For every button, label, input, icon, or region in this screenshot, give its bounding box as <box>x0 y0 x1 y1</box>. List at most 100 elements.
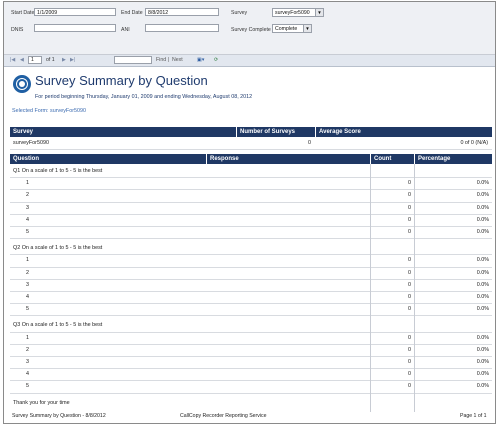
percentage-cell: 0.0% <box>476 346 489 353</box>
first-page-icon[interactable]: |◀ <box>10 57 16 63</box>
report-period: For period beginning Thursday, January 0… <box>35 94 253 100</box>
find-input[interactable] <box>114 56 152 64</box>
page-number-input[interactable]: 1 <box>28 56 42 64</box>
percentage-cell: 0.0% <box>476 281 489 288</box>
survey-complete-value: Complete <box>275 26 298 32</box>
divider <box>10 189 492 191</box>
divider <box>10 266 492 268</box>
survey-complete-select[interactable]: Complete ▼ <box>272 24 312 33</box>
divider <box>10 291 492 292</box>
summary-survey-cell: surveyFor5090 <box>13 140 49 146</box>
survey-label: Survey <box>231 10 248 16</box>
end-date-input[interactable]: 8/8/2012 <box>145 8 219 16</box>
response-cell: 3 <box>26 281 29 288</box>
survey-select[interactable]: surveyFor5090 ▼ <box>272 8 324 17</box>
start-date-label: Start Date <box>11 10 35 16</box>
count-cell: 0 <box>408 257 411 264</box>
percentage-cell: 0.0% <box>476 216 489 223</box>
question-header-question: Question <box>10 154 206 164</box>
start-date-input[interactable]: 1/1/2009 <box>34 8 116 16</box>
response-cell: 4 <box>26 216 29 223</box>
summary-header-avg: Average Score <box>316 127 492 137</box>
response-cell: 3 <box>26 204 29 211</box>
survey-select-value: surveyFor5090 <box>275 10 310 16</box>
selected-form: Selected Form: surveyFor5090 <box>12 108 87 114</box>
chevron-down-icon[interactable]: ▼ <box>315 9 323 16</box>
count-cell: 0 <box>408 334 411 341</box>
divider <box>10 213 492 215</box>
report-title: Survey Summary by Question <box>35 73 208 88</box>
column-divider <box>414 164 415 412</box>
parameter-panel: Start Date 1/1/2009 End Date 8/8/2012 Su… <box>4 2 495 55</box>
export-icon[interactable]: ▣▾ <box>197 57 205 63</box>
divider <box>10 303 492 305</box>
percentage-cell: 0.0% <box>476 192 489 199</box>
footer-left: Survey Summary by Question - 8/8/2012 <box>12 413 106 419</box>
dnis-label: DNIS <box>11 27 24 33</box>
percentage-cell: 0.0% <box>476 269 489 276</box>
find-link[interactable]: Find <box>156 57 167 63</box>
count-cell: 0 <box>408 346 411 353</box>
count-cell: 0 <box>408 383 411 390</box>
next-page-icon[interactable]: ▶ <box>62 57 66 63</box>
page-count: of 1 <box>46 57 55 63</box>
count-cell: 0 <box>408 204 411 211</box>
report-viewer: Start Date 1/1/2009 End Date 8/8/2012 Su… <box>3 1 496 424</box>
summary-count-cell: 0 <box>308 140 311 146</box>
percentage-cell: 0.0% <box>476 204 489 211</box>
divider <box>10 254 492 256</box>
divider <box>10 315 492 317</box>
percentage-cell: 0.0% <box>476 359 489 365</box>
response-cell: 1 <box>26 257 29 264</box>
count-cell: 0 <box>408 359 411 365</box>
percentage-cell: 0.0% <box>476 257 489 264</box>
count-cell: 0 <box>408 192 411 199</box>
question-header-percentage: Percentage <box>415 154 492 164</box>
count-cell: 0 <box>408 294 411 300</box>
count-cell: 0 <box>408 229 411 235</box>
question-text: Q1 On a scale of 1 to 5 - 5 is the best <box>13 168 103 174</box>
response-cell: 4 <box>26 294 29 300</box>
count-cell: 0 <box>408 306 411 313</box>
divider <box>10 278 492 280</box>
ani-input[interactable] <box>145 24 219 32</box>
count-cell: 0 <box>408 216 411 223</box>
count-cell: 0 <box>408 180 411 187</box>
chevron-down-icon[interactable]: ▼ <box>303 25 311 32</box>
question-text: Q2 On a scale of 1 to 5 - 5 is the best <box>13 245 103 252</box>
prev-page-icon[interactable]: ◀ <box>20 57 24 63</box>
divider <box>10 368 492 370</box>
count-cell: 0 <box>408 269 411 276</box>
summary-header-count: Number of Surveys <box>237 127 315 137</box>
response-cell: 2 <box>26 269 29 276</box>
response-cell: 5 <box>26 229 29 235</box>
divider <box>10 201 492 203</box>
report-toolbar: |◀ ◀ 1 of 1 ▶ ▶| Find | Next ▣▾ ⟳ <box>4 55 495 67</box>
count-cell: 0 <box>408 371 411 378</box>
dnis-input[interactable] <box>34 24 116 32</box>
question-header-response: Response <box>207 154 370 164</box>
response-cell: 2 <box>26 346 29 353</box>
divider <box>10 226 492 227</box>
summary-avg-cell: 0 of 0 (N/A) <box>460 140 488 146</box>
footer-center: CallCopy Recorder Reporting Service <box>180 413 267 419</box>
response-cell: 1 <box>26 334 29 341</box>
question-text: Q3 On a scale of 1 to 5 - 5 is the best <box>13 322 103 329</box>
summary-header-survey: Survey <box>10 127 236 137</box>
percentage-cell: 0.0% <box>476 294 489 300</box>
refresh-icon[interactable]: ⟳ <box>214 57 219 63</box>
divider <box>10 149 492 150</box>
response-cell: 2 <box>26 192 29 199</box>
next-link[interactable]: Next <box>172 57 183 63</box>
response-cell: 3 <box>26 359 29 365</box>
percentage-cell: 0.0% <box>476 334 489 341</box>
response-cell: 5 <box>26 383 29 390</box>
count-cell: 0 <box>408 281 411 288</box>
report-logo-icon <box>13 75 31 93</box>
divider <box>10 380 492 382</box>
divider <box>10 392 492 394</box>
divider <box>10 238 492 240</box>
footer-page-number: Page 1 of 1 <box>460 413 487 419</box>
last-page-icon[interactable]: ▶| <box>70 57 76 63</box>
response-cell: 1 <box>26 180 29 187</box>
